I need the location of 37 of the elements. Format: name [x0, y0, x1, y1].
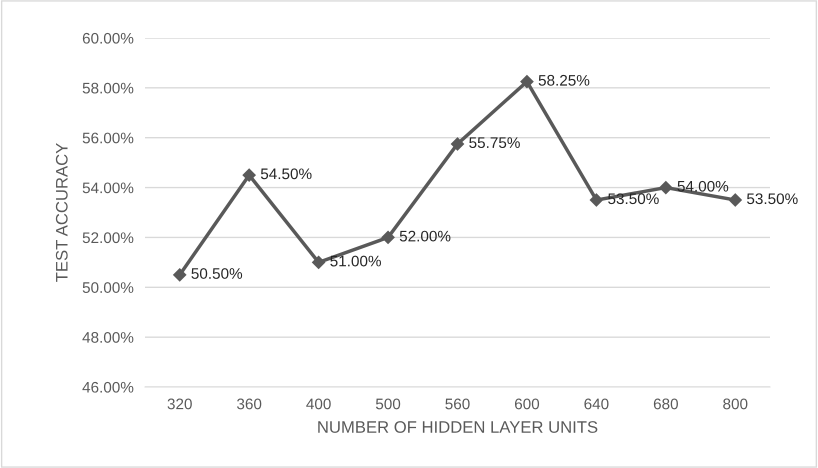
data-label: 51.00% — [330, 256, 381, 266]
x-tick-label: 360 — [237, 398, 262, 410]
data-label: 50.50% — [191, 268, 242, 279]
x-tick-label: 400 — [306, 398, 331, 410]
x-tick-label: 320 — [168, 398, 192, 410]
x-axis-title: NUMBER OF HIDDEN LAYER UNITS — [318, 421, 598, 433]
y-tick-label: 48.00% — [82, 332, 134, 343]
data-label: 54.00% — [678, 180, 728, 192]
data-label: 52.00% — [400, 230, 450, 242]
x-tick-label: 600 — [514, 398, 540, 410]
x-tick-label: 500 — [376, 398, 400, 410]
data-label: 54.50% — [260, 168, 312, 180]
point — [450, 137, 464, 151]
y-tick-label: 54.00% — [82, 182, 134, 194]
y-tick-label: 50.00% — [82, 282, 134, 293]
data-label: 55.75% — [469, 137, 520, 148]
x-tick-label: 680 — [654, 398, 678, 410]
point — [728, 193, 742, 207]
point — [312, 256, 326, 269]
point — [381, 230, 395, 244]
point — [659, 180, 672, 194]
x-tick-label: 560 — [445, 398, 470, 410]
y-axis-title: TEST ACCURACY — [56, 143, 68, 282]
point — [590, 193, 603, 207]
x-tick-label: 640 — [584, 398, 609, 410]
y-tick-label: 60.00% — [82, 32, 134, 44]
y-tick-label: 46.00% — [82, 382, 134, 393]
point — [242, 168, 256, 182]
y-tick-label: 56.00% — [82, 132, 134, 144]
point — [173, 268, 186, 282]
y-tick-label: 52.00% — [82, 232, 134, 244]
data-label: 53.50% — [608, 193, 659, 204]
point — [520, 75, 534, 88]
data-label: 58.25% — [538, 74, 590, 86]
y-tick-label: 58.00% — [82, 82, 134, 94]
x-tick-label: 800 — [723, 398, 748, 410]
data-label: 53.50% — [747, 193, 798, 204]
